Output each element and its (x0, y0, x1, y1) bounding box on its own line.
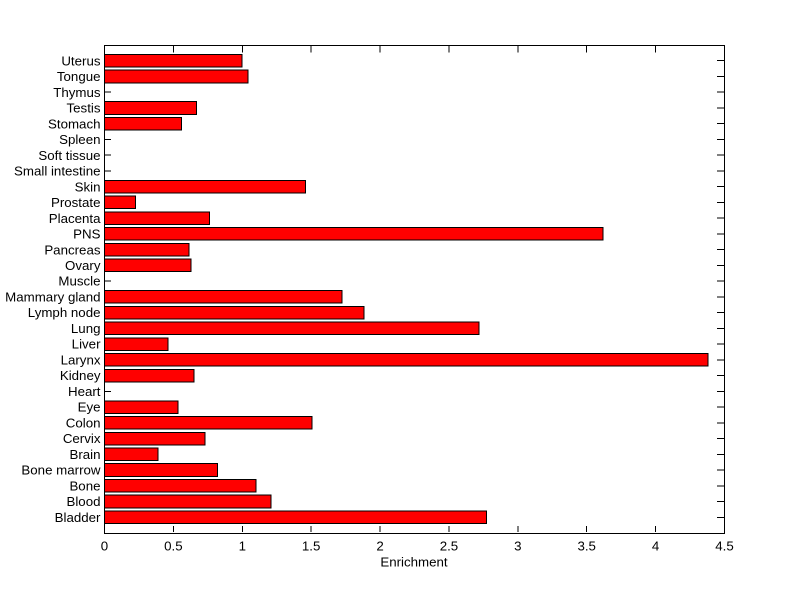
svg-text:0: 0 (101, 539, 108, 554)
svg-text:Small intestine: Small intestine (14, 164, 100, 179)
svg-text:Lymph node: Lymph node (28, 305, 101, 320)
svg-text:Spleen: Spleen (59, 132, 100, 147)
svg-text:Mammary gland: Mammary gland (5, 289, 100, 304)
svg-text:Placenta: Placenta (49, 211, 101, 226)
svg-text:Pancreas: Pancreas (44, 242, 101, 257)
svg-text:Tongue: Tongue (57, 69, 101, 84)
svg-text:Ovary: Ovary (65, 258, 101, 273)
svg-text:Cervix: Cervix (63, 431, 101, 446)
svg-text:Testis: Testis (67, 101, 101, 116)
svg-text:Lung: Lung (71, 321, 101, 336)
svg-text:PNS: PNS (73, 227, 100, 242)
svg-text:3.5: 3.5 (577, 539, 596, 554)
svg-text:Soft tissue: Soft tissue (38, 148, 100, 163)
svg-text:Bone marrow: Bone marrow (21, 463, 100, 478)
svg-text:Larynx: Larynx (61, 352, 101, 367)
svg-text:Kidney: Kidney (60, 368, 101, 383)
svg-text:Uterus: Uterus (61, 53, 101, 68)
svg-text:Prostate: Prostate (51, 195, 101, 210)
svg-text:4: 4 (652, 539, 659, 554)
svg-text:2.5: 2.5 (440, 539, 459, 554)
svg-text:Stomach: Stomach (48, 116, 100, 131)
svg-text:Bladder: Bladder (55, 510, 101, 525)
svg-text:0.5: 0.5 (164, 539, 183, 554)
svg-text:Muscle: Muscle (58, 274, 100, 289)
svg-text:Thymus: Thymus (53, 85, 101, 100)
svg-text:Bone: Bone (69, 478, 100, 493)
svg-text:2: 2 (376, 539, 383, 554)
svg-text:Skin: Skin (75, 179, 101, 194)
svg-text:Enrichment: Enrichment (380, 555, 448, 570)
svg-text:Eye: Eye (78, 400, 101, 415)
svg-text:4.5: 4.5 (715, 539, 734, 554)
svg-text:Blood: Blood (66, 494, 100, 509)
svg-text:Brain: Brain (69, 447, 100, 462)
svg-text:Heart: Heart (68, 384, 101, 399)
svg-text:Liver: Liver (72, 337, 101, 352)
svg-text:3: 3 (514, 539, 521, 554)
svg-text:1: 1 (239, 539, 246, 554)
svg-text:1.5: 1.5 (302, 539, 321, 554)
svg-text:Colon: Colon (66, 415, 101, 430)
